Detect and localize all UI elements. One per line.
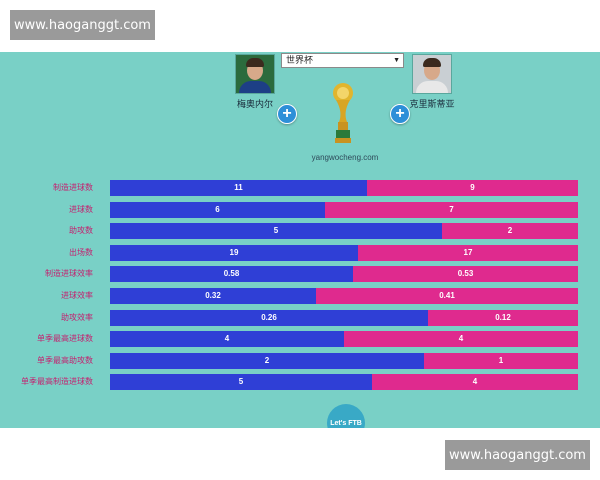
stat-value-left: 0.32 [205, 291, 221, 300]
stat-bar-right: 0.12 [428, 310, 578, 326]
stat-bar-left: 5 [110, 374, 372, 390]
stat-bar: 0.58 0.53 [110, 266, 578, 282]
stat-bar-right: 4 [344, 331, 578, 347]
player-right-photo[interactable] [412, 54, 452, 94]
stat-bar-left: 4 [110, 331, 344, 347]
stat-bar-right: 0.41 [316, 288, 578, 304]
stat-value-right: 17 [463, 248, 473, 257]
stat-value-right: 4 [458, 334, 464, 343]
stat-value-left: 0.58 [223, 269, 240, 278]
player-right[interactable]: 克里斯蒂亚 [402, 54, 462, 110]
stat-label: 制造进球效率 [45, 269, 93, 278]
stat-value-right: 1 [498, 356, 504, 365]
stat-value-left: 4 [224, 334, 230, 343]
watermark-top: www.haoganggt.com [10, 10, 155, 40]
stat-bar-right: 1 [424, 353, 578, 369]
player-left-photo[interactable] [235, 54, 275, 94]
stat-bar-right: 0.53 [353, 266, 578, 282]
stat-value-left: 19 [229, 248, 239, 257]
player-right-name: 克里斯蒂亚 [409, 99, 455, 109]
stat-bar: 19 17 [110, 245, 578, 261]
lets-ftb-button[interactable]: Let's FTB [327, 404, 365, 428]
stat-value-left: 5 [273, 226, 279, 235]
stat-value-left: 11 [234, 183, 243, 192]
stat-bar: 0.32 0.41 [110, 288, 578, 304]
stat-bar-left: 5 [110, 223, 442, 239]
stat-label: 制造进球数 [53, 183, 93, 192]
stat-value-right: 0.12 [495, 313, 511, 322]
stat-label: 进球数 [69, 205, 93, 214]
stat-label: 单季最高制造进球数 [21, 377, 93, 386]
stat-bar: 0.26 0.12 [110, 310, 578, 326]
player-left-name: 梅奥内尔 [236, 99, 273, 109]
stat-label: 单季最高进球数 [37, 334, 93, 343]
stat-bar-left: 11 [110, 180, 367, 196]
add-player-left-button[interactable]: + [277, 104, 297, 124]
stat-value-right: 9 [470, 183, 475, 192]
stat-bar-right: 17 [358, 245, 578, 261]
chevron-down-icon: ▼ [393, 57, 400, 64]
stat-bar-left: 19 [110, 245, 358, 261]
stat-bar-right: 9 [367, 180, 578, 196]
stat-bar-right: 2 [442, 223, 578, 239]
competition-select[interactable]: 世界杯 ▼ [281, 53, 404, 68]
comparison-panel: 梅奥内尔 + 世界杯 ▼ yangwocheng.com + 克里斯蒂亚 制造进… [0, 52, 600, 428]
stat-label: 进球效率 [61, 291, 93, 300]
stat-label: 出场数 [69, 248, 93, 257]
site-label: yangwocheng.com [311, 153, 379, 162]
stat-bar-left: 0.58 [110, 266, 353, 282]
stat-bar-right: 4 [372, 374, 578, 390]
player-left[interactable]: 梅奥内尔 [225, 54, 285, 110]
stat-value-right: 7 [449, 205, 454, 214]
world-cup-trophy-icon [333, 83, 353, 143]
stat-value-left: 2 [264, 356, 270, 365]
stat-bar: 11 9 [110, 180, 578, 196]
stat-label: 单季最高助攻数 [37, 356, 93, 365]
stat-label: 助攻数 [69, 226, 93, 235]
competition-select-value: 世界杯 [286, 55, 314, 65]
stat-bar-left: 0.32 [110, 288, 316, 304]
stat-value-left: 0.26 [261, 313, 277, 322]
stat-bar-left: 6 [110, 202, 325, 218]
stat-value-left: 5 [238, 377, 244, 386]
stat-bar-left: 0.26 [110, 310, 428, 326]
stat-value-right: 0.41 [439, 291, 455, 300]
stat-value-left: 6 [215, 205, 220, 214]
stat-value-right: 2 [507, 226, 513, 235]
stat-bar-right: 7 [325, 202, 578, 218]
add-player-right-button[interactable]: + [390, 104, 410, 124]
watermark-bottom: www.haoganggt.com [445, 440, 590, 470]
stat-bar-left: 2 [110, 353, 424, 369]
stat-value-right: 4 [472, 377, 478, 386]
stat-label: 助攻效率 [61, 313, 93, 322]
stat-value-right: 0.53 [457, 269, 474, 278]
